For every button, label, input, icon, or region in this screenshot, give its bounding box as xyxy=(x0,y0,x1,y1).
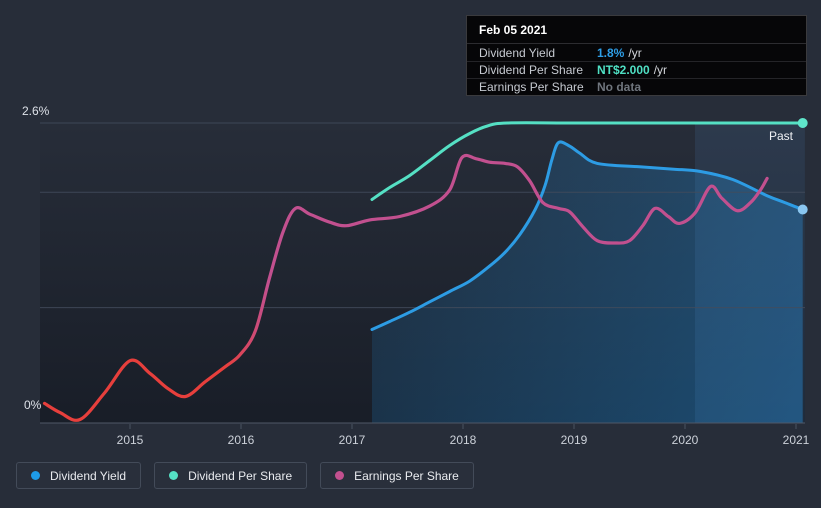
legend-item-dividend-yield[interactable]: Dividend Yield xyxy=(16,462,142,489)
tooltip-date: Feb 05 2021 xyxy=(467,16,806,44)
earnings-per-share-line xyxy=(42,153,769,422)
x-axis-label: 2019 xyxy=(561,433,588,447)
tooltip-row-label: Dividend Per Share xyxy=(479,63,584,77)
tooltip-row-earnings-per-share: Earnings Per Share No data xyxy=(467,78,806,95)
hover-tooltip: Feb 05 2021 Dividend Yield 1.8% /yr Divi… xyxy=(466,15,807,96)
x-axis-label: 2015 xyxy=(117,433,144,447)
x-axis-label: 2020 xyxy=(672,433,699,447)
dividend-yield-end-dot xyxy=(797,204,808,215)
past-period-band xyxy=(695,123,805,423)
dividend-yield-dot-icon xyxy=(31,471,40,480)
tooltip-row-label: Dividend Yield xyxy=(479,45,556,60)
y-axis-min-label: 0% xyxy=(24,398,42,412)
legend-item-label: Dividend Yield xyxy=(50,468,127,483)
legend-item-dividend-per-share[interactable]: Dividend Per Share xyxy=(154,462,308,489)
dividend-yield-line xyxy=(370,140,805,331)
dividend-per-share-dot-icon xyxy=(169,471,179,480)
tooltip-row-value: NT$2.000 xyxy=(597,63,650,77)
past-label: Past xyxy=(769,129,794,143)
tooltip-row-dividend-yield: Dividend Yield 1.8% /yr xyxy=(467,44,806,61)
tooltip-row-label: Earnings Per Share xyxy=(479,80,584,94)
x-axis-label: 2021 xyxy=(783,433,810,447)
dividend-per-share-end-dot xyxy=(797,118,808,128)
earnings-per-share-dot-icon xyxy=(335,471,345,480)
y-axis-max-label: 2.6% xyxy=(22,104,50,118)
x-axis-label: 2017 xyxy=(339,433,366,447)
x-axis-label: 2016 xyxy=(228,433,255,447)
legend-item-earnings-per-share[interactable]: Earnings Per Share xyxy=(320,462,474,489)
tooltip-row-value: No data xyxy=(597,80,642,94)
tooltip-row-suffix: /yr xyxy=(653,63,668,77)
tooltip-row-dividend-per-share: Dividend Per Share NT$2.000 /yr xyxy=(467,61,806,78)
tooltip-row-suffix: /yr xyxy=(628,45,642,60)
tooltip-row-value: 1.8% xyxy=(597,45,625,60)
dividend-per-share-line xyxy=(370,121,805,201)
x-axis-label: 2018 xyxy=(450,433,477,447)
legend-item-label: Dividend Per Share xyxy=(188,468,293,483)
chart-legend: Dividend Yield Dividend Per Share Earnin… xyxy=(16,462,474,489)
legend-item-label: Earnings Per Share xyxy=(354,468,459,483)
